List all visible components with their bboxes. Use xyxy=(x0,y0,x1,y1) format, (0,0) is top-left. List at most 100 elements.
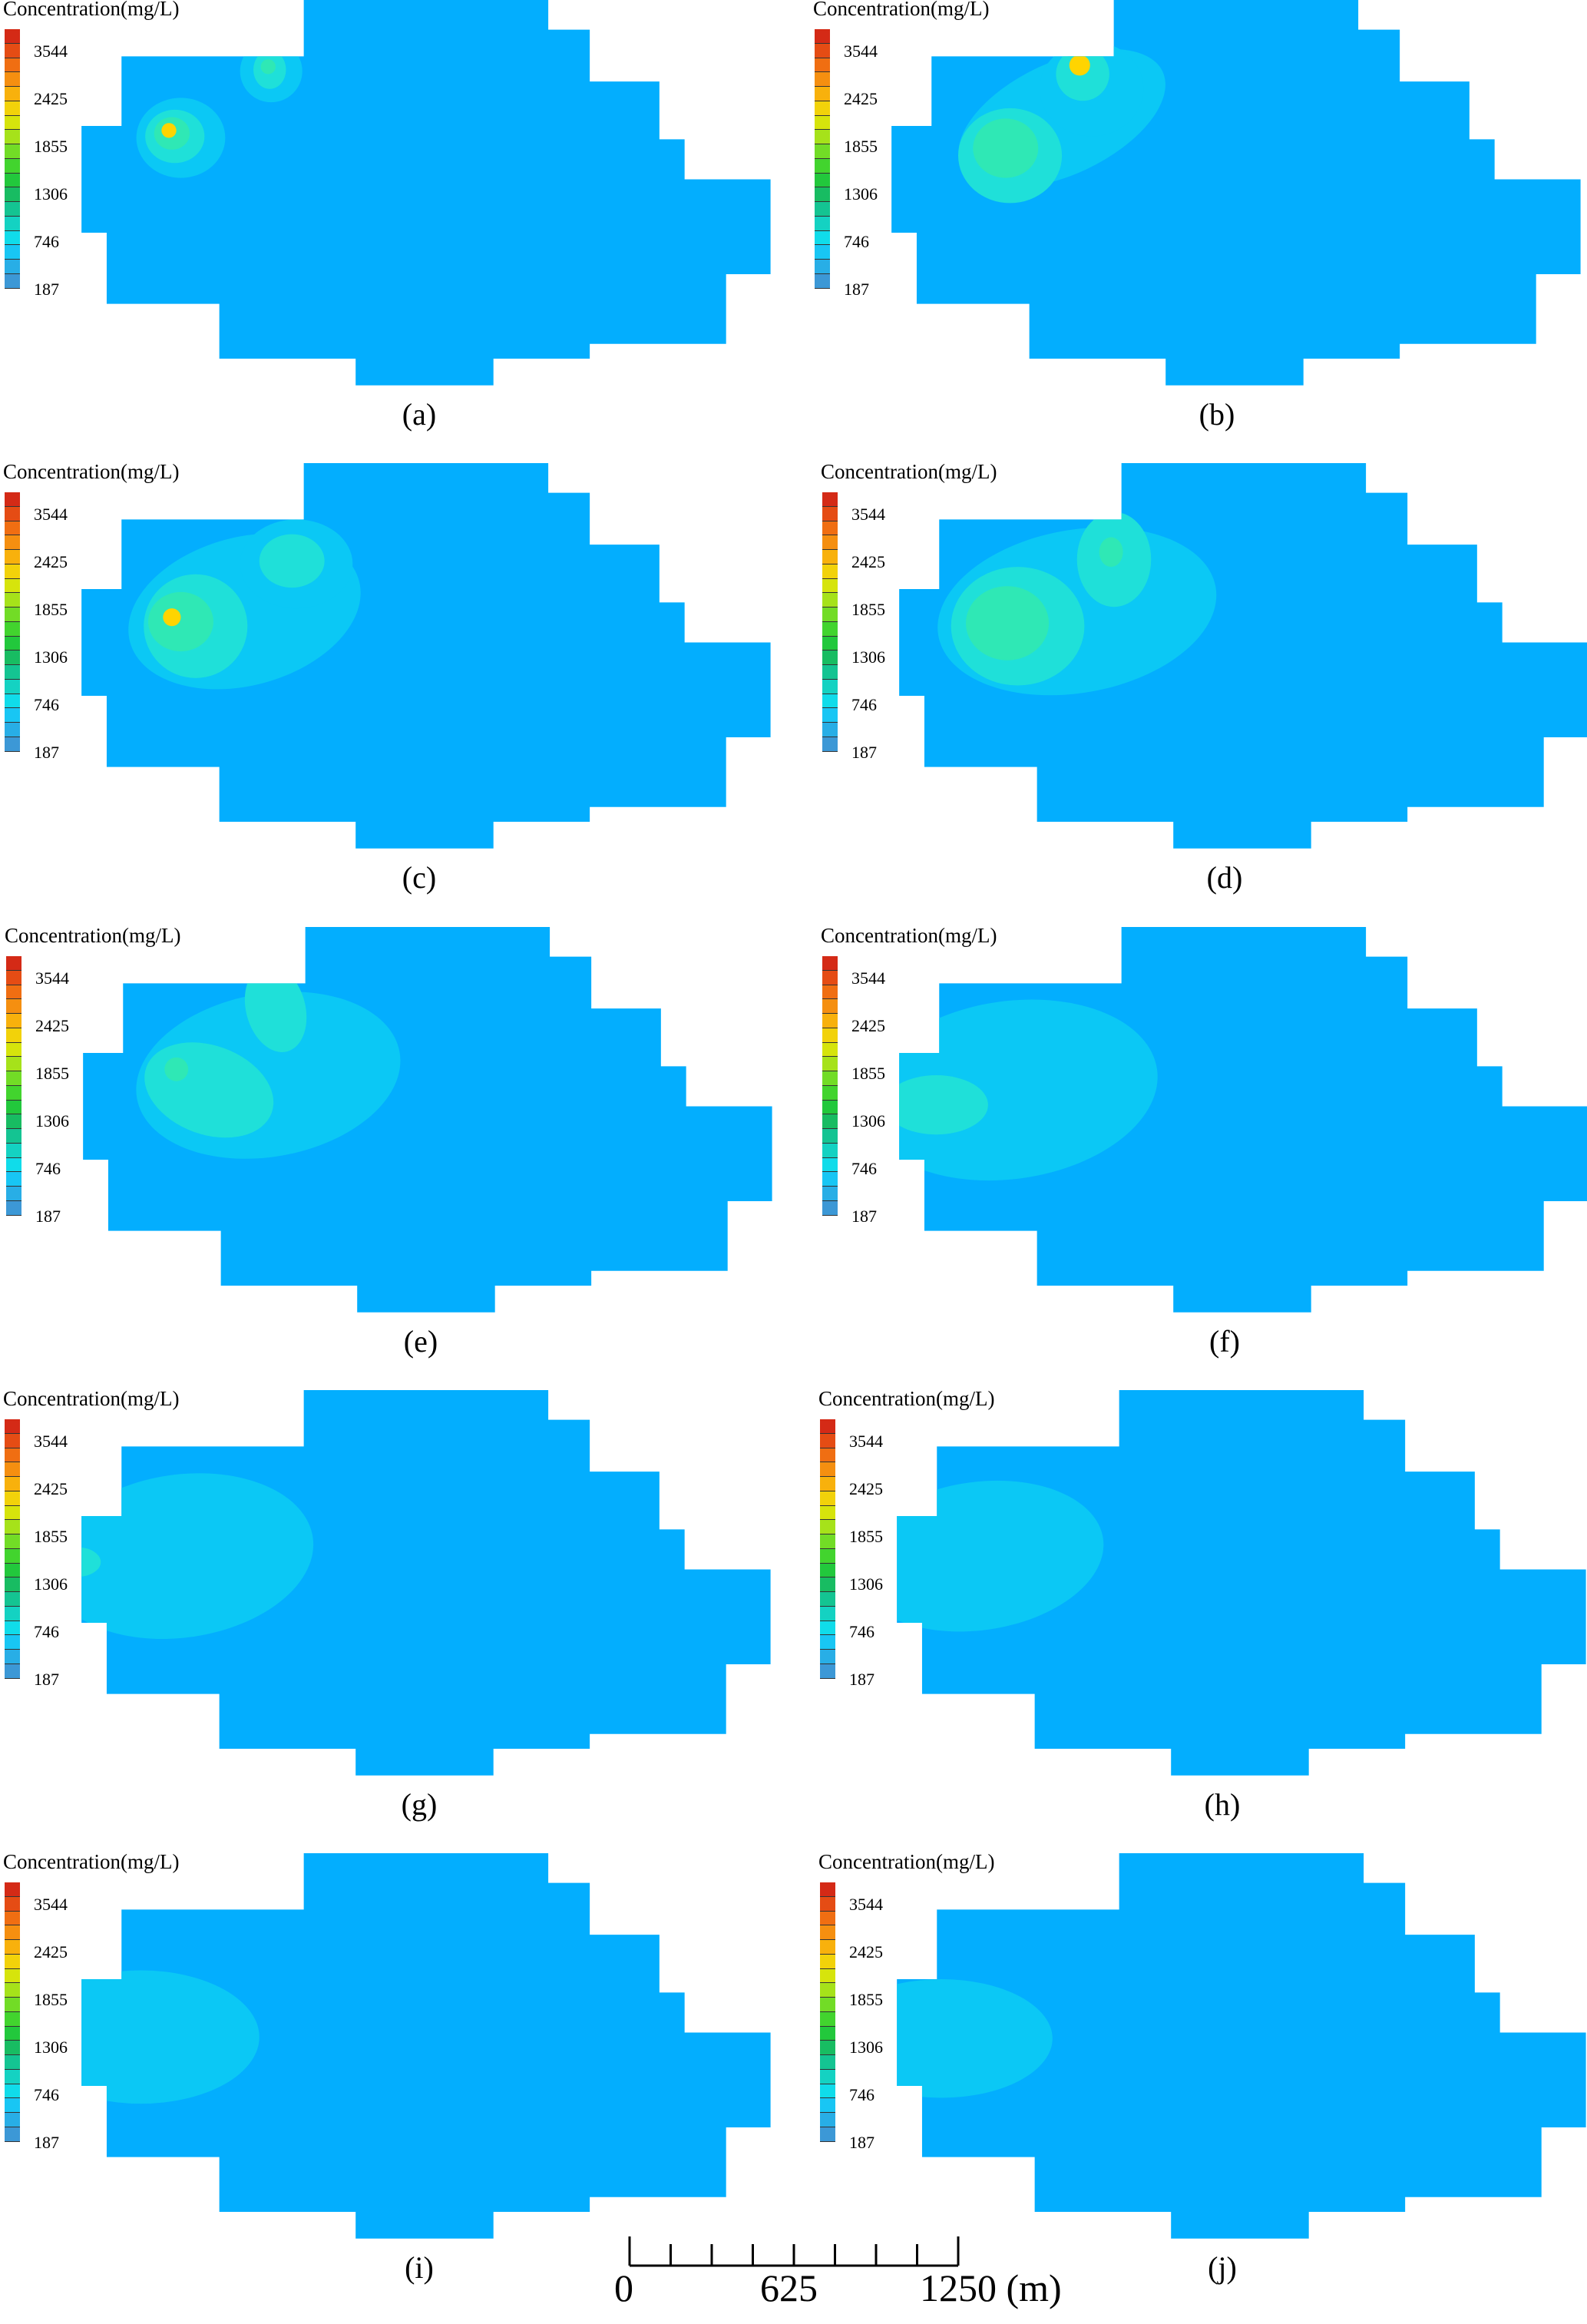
panel-h: Concentration(mg/L) 3544 2425 1855 1306 746 18… xyxy=(815,1387,1587,1843)
legend-tick-label: 187 xyxy=(34,743,59,762)
legend-swatch xyxy=(822,621,838,637)
legend-swatch xyxy=(5,1998,20,2012)
legend-swatch xyxy=(822,1157,838,1173)
legend-swatch xyxy=(822,1071,838,1086)
legend-color-bar xyxy=(822,492,838,752)
legend-tick-label: 746 xyxy=(34,232,59,251)
legend-swatch xyxy=(822,535,838,551)
legend-swatch xyxy=(822,1014,838,1028)
legend-swatch xyxy=(820,1940,835,1955)
legend-swatch xyxy=(815,115,830,131)
model-domain xyxy=(81,0,771,386)
legend-swatch xyxy=(815,72,830,88)
plume-contour xyxy=(81,1547,101,1577)
legend-tick-label: 3544 xyxy=(34,1895,68,1914)
legend-tick-label: 1855 xyxy=(34,600,68,619)
legend-swatch xyxy=(5,1635,20,1650)
concentration-map xyxy=(897,1853,1586,2239)
plume-contour xyxy=(899,1075,988,1135)
legend-swatch xyxy=(822,550,838,564)
legend-swatch xyxy=(5,506,20,521)
legend-title: Concentration(mg/L) xyxy=(813,0,990,20)
legend-tick-label: 1306 xyxy=(35,1111,69,1131)
legend-swatch xyxy=(5,29,20,44)
legend-swatch xyxy=(5,2127,20,2142)
legend-tick-label: 2425 xyxy=(851,1016,885,1035)
legend-swatch xyxy=(820,1896,835,1912)
legend-swatch xyxy=(5,216,20,231)
legend-swatch xyxy=(822,1028,838,1043)
concentration-map xyxy=(81,0,771,386)
legend-swatch xyxy=(822,999,838,1015)
legend-swatch xyxy=(815,230,830,246)
legend-swatch xyxy=(820,1548,835,1564)
legend-swatch xyxy=(815,245,830,260)
legend-swatch xyxy=(5,2011,20,2027)
legend-swatch xyxy=(6,1085,21,1101)
legend-swatch xyxy=(820,1968,835,1984)
concentration-map xyxy=(81,463,771,849)
legend-swatch xyxy=(5,521,20,536)
panel-label: (c) xyxy=(402,860,437,895)
legend-swatch xyxy=(6,1201,21,1216)
legend-tick-label: 3544 xyxy=(849,1432,883,1451)
legend-title: Concentration(mg/L) xyxy=(3,0,180,20)
legend-tick-label: 1306 xyxy=(34,1574,68,1594)
legend-swatch xyxy=(815,158,830,174)
legend-swatch xyxy=(5,274,20,289)
legend-swatch xyxy=(820,1577,835,1593)
legend-tick-label: 1855 xyxy=(34,1990,68,2009)
legend-swatch xyxy=(6,1100,21,1115)
legend-tick-label: 2425 xyxy=(34,1942,68,1961)
legend-swatch xyxy=(822,593,838,608)
legend-swatch xyxy=(6,1157,21,1173)
legend-swatch xyxy=(5,202,20,217)
legend-swatch xyxy=(5,1896,20,1912)
legend-swatch xyxy=(5,2026,20,2041)
model-domain xyxy=(897,1853,1586,2239)
legend-tick-label: 1306 xyxy=(851,647,885,667)
legend-swatch xyxy=(5,1664,20,1679)
plume-contour xyxy=(973,118,1039,178)
legend-swatch xyxy=(5,694,20,709)
legend-swatch xyxy=(820,2011,835,2027)
legend-swatch xyxy=(815,87,830,101)
panel-i: Concentration(mg/L) 3544 2425 1855 1306 746 18… xyxy=(0,1850,775,2306)
legend-tick-label: 1306 xyxy=(849,2038,883,2057)
legend-color-bar xyxy=(820,1882,835,2142)
legend-swatch xyxy=(822,521,838,536)
legend-swatch xyxy=(5,1606,20,1621)
legend-swatch xyxy=(815,202,830,217)
legend-swatch xyxy=(5,535,20,551)
legend-tick-label: 3544 xyxy=(35,968,69,988)
panel-label: (h) xyxy=(1204,1787,1241,1822)
legend-swatch xyxy=(822,492,838,507)
legend-swatch xyxy=(820,2084,835,2099)
legend-tick-label: 746 xyxy=(34,1622,59,1641)
legend-swatch xyxy=(822,1201,838,1216)
legend-swatch xyxy=(5,1577,20,1593)
legend-swatch xyxy=(5,245,20,260)
legend-tick-label: 1855 xyxy=(849,1990,883,2009)
legend-swatch xyxy=(822,665,838,680)
legend-swatch xyxy=(5,737,20,752)
legend-swatch xyxy=(5,708,20,723)
legend-swatch xyxy=(5,636,20,651)
legend-swatch xyxy=(5,158,20,174)
legend-tick-label: 1306 xyxy=(849,1574,883,1594)
legend-swatch xyxy=(822,694,838,709)
scale-label-0: 0 xyxy=(614,2266,633,2309)
plume-contour xyxy=(148,591,213,652)
legend-swatch xyxy=(815,187,830,203)
legend-swatch xyxy=(822,679,838,694)
panel-label: (e) xyxy=(403,1324,438,1359)
legend-swatch xyxy=(5,550,20,564)
legend-swatch xyxy=(820,2041,835,2056)
legend-swatch xyxy=(820,1505,835,1521)
legend-tick-label: 187 xyxy=(849,2133,875,2152)
legend-swatch xyxy=(6,970,21,985)
legend-swatch xyxy=(5,1491,20,1506)
legend-swatch xyxy=(820,2127,835,2142)
concentration-map xyxy=(899,463,1587,849)
legend-title: Concentration(mg/L) xyxy=(818,1387,995,1410)
